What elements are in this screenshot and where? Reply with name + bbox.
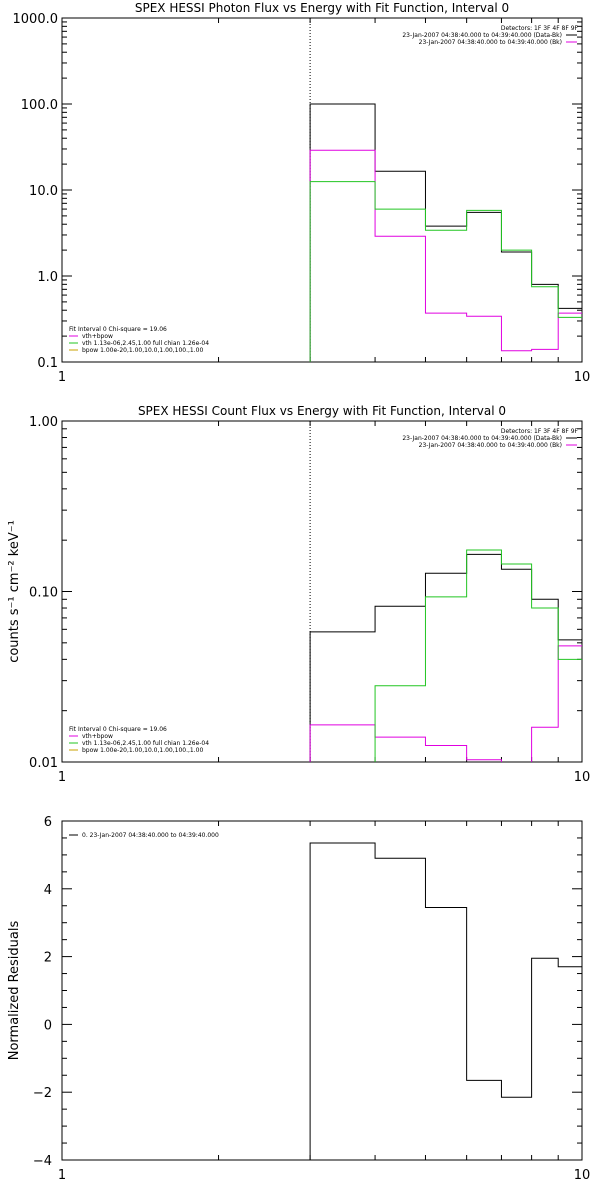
legend-left-entry: vth 1.13e-06,2.45,1.00 full chian 1.26e-…: [82, 740, 209, 747]
y-axis-label: Normalized Residuals: [7, 921, 22, 1061]
legend-left-entry: Fit Interval 0 Chi-square = 19.06: [69, 726, 167, 733]
y-tick-label: 10.0: [29, 184, 58, 199]
legend-left-entry: vth+bpow: [82, 333, 113, 340]
series-line-1: [309, 645, 582, 762]
legend-left-entry: vth 1.13e-06,2.45,1.00 full chian 1.26e-…: [82, 340, 209, 347]
series-line-0: [309, 103, 582, 362]
x-tick-label: 10: [574, 370, 591, 385]
y-tick-label: −2: [33, 1086, 52, 1101]
y-tick-label: 0.10: [29, 586, 58, 601]
legend-left-entry: 0. 23-Jan-2007 04:38:40.000 to 04:39:40.…: [82, 832, 219, 839]
legend-left-entry: Fit Interval 0 Chi-square = 19.06: [69, 326, 167, 333]
legend-left-entry: bpow 1.00e-20,1.00,10.0,1.00,100.,1.00: [82, 747, 203, 754]
legend-right-entry: 23-Jan-2007 04:38:40.000 to 04:39:40.000…: [402, 435, 562, 442]
y-axis-label: counts s⁻¹ cm⁻² keV⁻¹: [7, 520, 22, 663]
y-tick-label: 0.01: [29, 756, 58, 771]
chart-title: SPEX HESSI Count Flux vs Energy with Fit…: [138, 404, 506, 418]
y-tick-label: 0: [44, 1018, 52, 1033]
series-line-0: [309, 553, 582, 762]
legend-right-entry: 23-Jan-2007 04:38:40.000 to 04:39:40.000…: [419, 442, 562, 449]
x-tick-label: 1: [58, 770, 66, 785]
legend-left-entry: bpow 1.00e-20,1.00,10.0,1.00,100.,1.00: [82, 347, 203, 354]
y-tick-label: 2: [44, 951, 52, 966]
plot-frame: [61, 420, 583, 763]
y-tick-label: 1.0: [37, 270, 58, 285]
series-line-0: [309, 842, 582, 1160]
detectors-label: Detectors: 1F 3F 4F 8F 9F: [501, 25, 579, 32]
y-tick-label: 100.0: [21, 98, 58, 113]
series-group: [309, 842, 582, 1160]
y-tick-label: 0.1: [37, 356, 58, 371]
legend-left-entry: vth+bpow: [82, 733, 113, 740]
series-line-2: [309, 181, 582, 362]
y-tick-label: −4: [33, 1154, 52, 1169]
y-tick-label: 1.00: [29, 415, 58, 430]
x-tick-label: 1: [58, 1168, 66, 1183]
series-group: [309, 103, 582, 362]
series-line-1: [309, 149, 582, 362]
series-group: [309, 549, 582, 762]
y-tick-label: 6: [44, 815, 52, 830]
y-tick-label: 1000.0: [13, 12, 59, 27]
y-tick-label: 4: [44, 883, 52, 898]
x-tick-label: 10: [574, 770, 591, 785]
detectors-label: Detectors: 1F 3F 4F 8F 9F: [501, 428, 579, 435]
x-tick-label: 10: [574, 1168, 591, 1183]
legend-right-entry: 23-Jan-2007 04:38:40.000 to 04:39:40.000…: [402, 32, 562, 39]
series-line-2: [309, 549, 582, 762]
plot-frame: [61, 17, 583, 363]
legend-right-entry: 23-Jan-2007 04:38:40.000 to 04:39:40.000…: [419, 39, 562, 46]
x-tick-label: 1: [58, 370, 66, 385]
chart-title: SPEX HESSI Photon Flux vs Energy with Fi…: [135, 1, 509, 15]
plot-frame: [61, 820, 583, 1161]
